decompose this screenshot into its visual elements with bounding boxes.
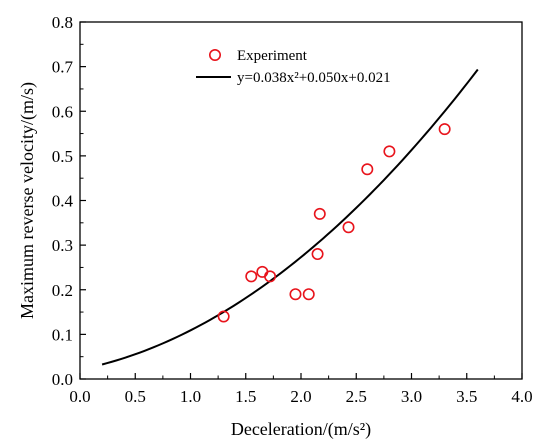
legend-label-experiment: Experiment [237,48,308,64]
y-tick-label: 0.4 [52,192,74,211]
x-tick-label: 1.0 [180,387,201,406]
y-tick-label: 0.6 [52,102,73,121]
y-axis: 0.0 0.1 0.2 0.3 0.4 0.5 0.6 0.7 0.8 [52,13,86,389]
x-tick-label: 0.5 [125,387,146,406]
data-point [264,270,277,283]
experiment-series [217,123,451,323]
x-tick-label: 3.0 [401,387,422,406]
fit-series [101,68,479,366]
x-axis: 0.0 0.5 1.0 1.5 2.0 2.5 3.0 3.5 4.0 [69,373,533,406]
data-point [256,265,269,278]
fit-curve [101,68,479,366]
data-point [302,288,315,301]
y-tick-label: 0.2 [52,281,73,300]
data-point [217,310,230,323]
data-point [383,145,396,158]
legend-label-fit: y=0.038x²+0.050x+0.021 [237,70,391,86]
y-tick-label: 0.1 [52,325,73,344]
data-point [311,248,324,261]
legend-marker-experiment [209,48,222,61]
x-tick-label: 3.5 [456,387,477,406]
data-point [361,163,374,176]
data-point [289,288,302,301]
y-tick-label: 0.5 [52,147,73,166]
x-tick-label: 2.5 [346,387,367,406]
data-point [313,207,326,220]
x-tick-label: 1.5 [235,387,256,406]
x-tick-label: 4.0 [511,387,532,406]
data-point [438,123,451,136]
x-tick-label: 2.0 [290,387,311,406]
data-point [245,270,258,283]
y-tick-label: 0.7 [52,58,74,77]
y-tick-label: 0.3 [52,236,73,255]
data-point [342,221,355,234]
x-axis-title: Deceleration/(m/s²) [231,419,371,440]
x-tick-label: 0.0 [69,387,90,406]
legend: Experiment y=0.038x²+0.050x+0.021 [196,48,391,86]
y-axis-title: Maximum reverse velocity/(m/s) [17,82,38,319]
y-tick-label: 0.8 [52,13,73,32]
y-tick-label: 0.0 [52,370,73,389]
